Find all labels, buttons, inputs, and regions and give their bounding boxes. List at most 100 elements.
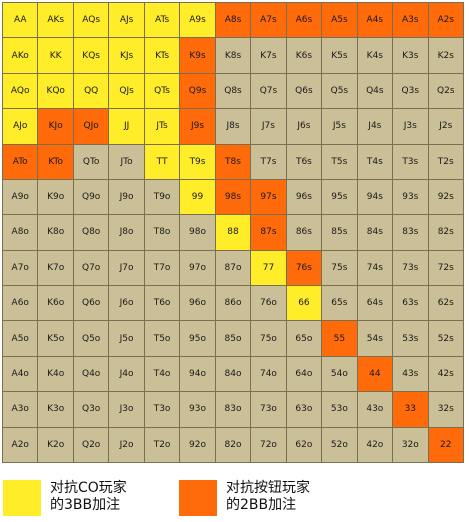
hand-cell: 86s xyxy=(286,215,322,250)
hand-cell: K9o xyxy=(38,179,73,215)
hand-cell: AKs xyxy=(38,3,73,38)
hand-cell: K5o xyxy=(38,321,73,356)
hand-cell: 76o xyxy=(251,286,286,321)
hand-cell: T2s xyxy=(428,144,463,179)
hand-cell: K8s xyxy=(215,38,251,73)
starting-hand-grid: AA AKs AQs AJs ATs A9s A8s A7s A6s A5s A4s A3s A2s AK… xyxy=(2,2,464,463)
hand-cell: 54s xyxy=(357,321,393,356)
hand-cell: A6o xyxy=(3,286,38,321)
hand-cell: Q9o xyxy=(73,179,109,215)
hand-cell: 32s xyxy=(428,392,463,427)
hand-cell: 75o xyxy=(251,321,286,356)
hand-cell: J8o xyxy=(109,215,144,250)
hand-cell: J6o xyxy=(109,286,144,321)
hand-cell: A7o xyxy=(3,250,38,286)
hand-cell: T4s xyxy=(357,144,393,179)
hand-cell: 82s xyxy=(428,215,463,250)
hand-cell: 84o xyxy=(215,356,251,392)
hand-cell: 53s xyxy=(393,321,428,356)
hand-cell: 93s xyxy=(393,179,428,215)
hand-cell: 65o xyxy=(286,321,322,356)
hand-cell: T8o xyxy=(144,215,180,250)
hand-cell: 95s xyxy=(322,179,357,215)
hand-cell: ATs xyxy=(144,3,180,38)
hand-cell: 62s xyxy=(428,286,463,321)
hand-cell: 96o xyxy=(180,286,215,321)
hand-cell: J4s xyxy=(357,109,393,144)
hand-cell: 74o xyxy=(251,356,286,392)
hand-cell: Q3s xyxy=(393,73,428,109)
hand-cell: A7s xyxy=(251,3,286,38)
hand-cell: 63s xyxy=(393,286,428,321)
hand-cell: A3s xyxy=(393,3,428,38)
hand-cell: AJo xyxy=(3,109,38,144)
hand-cell: A5o xyxy=(3,321,38,356)
hand-cell: 43s xyxy=(393,356,428,392)
hand-cell: Q9s xyxy=(180,73,215,109)
hand-cell: A5s xyxy=(322,3,357,38)
hand-cell: 54o xyxy=(322,356,357,392)
hand-cell: 73s xyxy=(393,250,428,286)
hand-cell: 96s xyxy=(286,179,322,215)
hand-cell: 87s xyxy=(251,215,286,250)
hand-cell: 98o xyxy=(180,215,215,250)
hand-cell: TT xyxy=(144,144,180,179)
hand-cell: A8o xyxy=(3,215,38,250)
hand-cell: Q4s xyxy=(357,73,393,109)
hand-cell: T4o xyxy=(144,356,180,392)
hand-cell: 99 xyxy=(180,179,215,215)
hand-cell: 75s xyxy=(322,250,357,286)
hand-cell: K2s xyxy=(428,38,463,73)
hand-cell: 63o xyxy=(286,392,322,427)
hand-cell: AKo xyxy=(3,38,38,73)
hand-cell: 87o xyxy=(215,250,251,286)
hand-cell: 42o xyxy=(357,427,393,462)
hand-cell: K6o xyxy=(38,286,73,321)
hand-cell: KTo xyxy=(38,144,73,179)
hand-cell: K7s xyxy=(251,38,286,73)
hand-cell: KJo xyxy=(38,109,73,144)
hand-cell: J2o xyxy=(109,427,144,462)
hand-cell: 85s xyxy=(322,215,357,250)
hand-cell: 95o xyxy=(180,321,215,356)
hand-cell: QJs xyxy=(109,73,144,109)
hand-cell: J8s xyxy=(215,109,251,144)
hand-cell: 33 xyxy=(393,392,428,427)
hand-cell: K3o xyxy=(38,392,73,427)
hand-cell: K9s xyxy=(180,38,215,73)
hand-cell: Q6o xyxy=(73,286,109,321)
hand-cell: QJo xyxy=(73,109,109,144)
hand-cell: T6o xyxy=(144,286,180,321)
hand-cell: 88 xyxy=(215,215,251,250)
hand-cell: 77 xyxy=(251,250,286,286)
hand-cell: Q3o xyxy=(73,392,109,427)
hand-cell: T3o xyxy=(144,392,180,427)
hand-cell: 73o xyxy=(251,392,286,427)
hand-cell: 72s xyxy=(428,250,463,286)
hand-cell: 92o xyxy=(180,427,215,462)
hand-cell: 83o xyxy=(215,392,251,427)
hand-cell: T2o xyxy=(144,427,180,462)
hand-cell: K4s xyxy=(357,38,393,73)
hand-cell: J2s xyxy=(428,109,463,144)
hand-cell: J6s xyxy=(286,109,322,144)
hand-cell: 52s xyxy=(428,321,463,356)
hand-cell: T9o xyxy=(144,179,180,215)
hand-cell: K8o xyxy=(38,215,73,250)
hand-cell: 42s xyxy=(428,356,463,392)
hand-cell: KTs xyxy=(144,38,180,73)
legend-label-vs-button-2bb: 对抗按钮玩家 的2BB加注 xyxy=(226,480,310,513)
hand-cell: AJs xyxy=(109,3,144,38)
hand-cell: A9o xyxy=(3,179,38,215)
hand-cell: 53o xyxy=(322,392,357,427)
hand-cell: T6s xyxy=(286,144,322,179)
legend-swatch-orange xyxy=(179,480,217,516)
hand-cell: QTo xyxy=(73,144,109,179)
hand-cell: 85o xyxy=(215,321,251,356)
hand-cell: 76s xyxy=(286,250,322,286)
hand-cell: K6s xyxy=(286,38,322,73)
hand-cell: K4o xyxy=(38,356,73,392)
hand-cell: Q6s xyxy=(286,73,322,109)
hand-cell: T5o xyxy=(144,321,180,356)
hand-cell: 94s xyxy=(357,179,393,215)
